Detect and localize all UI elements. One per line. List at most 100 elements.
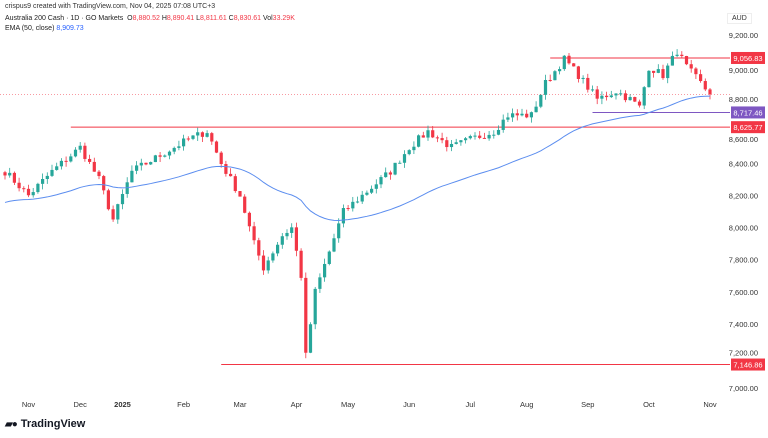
candle-body — [69, 156, 73, 162]
candle-body — [323, 263, 327, 278]
candle-body — [661, 69, 665, 79]
candle-body — [694, 68, 698, 75]
volume-label: Vol — [262, 15, 273, 22]
candle-body — [445, 140, 449, 148]
candle-body — [318, 277, 322, 289]
candle-body — [214, 141, 219, 153]
candle-body — [482, 137, 486, 139]
candle-body — [55, 166, 59, 170]
candle-body — [652, 70, 656, 73]
close-label: C — [228, 15, 234, 22]
candle-body — [680, 54, 684, 57]
logo-text: TradingView — [20, 418, 86, 430]
candle-body — [327, 251, 331, 264]
candle-body — [703, 81, 707, 90]
candle-body — [468, 136, 472, 139]
candle-body — [633, 97, 637, 102]
price-level-label: 8,717.46 — [733, 108, 762, 117]
x-tick-label: Sep — [581, 400, 594, 409]
candle-body — [609, 95, 613, 98]
x-tick-label: May — [341, 400, 355, 409]
symbol-name[interactable]: Australia 200 Cash · 1D · GO Markets — [5, 15, 124, 22]
candle-body — [501, 119, 505, 130]
candle-body — [243, 196, 247, 213]
candle-body — [144, 162, 148, 165]
candle-body — [276, 244, 280, 254]
candle-body — [449, 143, 454, 148]
candle-body — [210, 133, 214, 142]
candle-body — [261, 255, 266, 271]
candle-body — [572, 63, 576, 67]
candle-body — [120, 193, 125, 205]
candle-body — [149, 162, 153, 165]
candle-body — [111, 209, 115, 220]
candle-body — [605, 95, 609, 98]
candle-body — [50, 169, 54, 176]
x-tick-label: Aug — [520, 400, 533, 409]
candle-body — [73, 149, 78, 157]
candle-body — [135, 165, 139, 171]
candle-body — [191, 135, 195, 139]
candle-body — [642, 87, 646, 106]
candle-body — [205, 133, 209, 137]
candle-body — [26, 188, 31, 196]
candle-body — [647, 70, 651, 88]
candle-body — [163, 155, 167, 157]
candle-body — [417, 135, 421, 147]
candle-body — [393, 162, 397, 175]
candle-body — [271, 253, 275, 261]
candle-body — [506, 117, 510, 120]
high-value: 8,890.41 — [166, 15, 195, 22]
candle-body — [435, 137, 439, 139]
candle-body — [459, 140, 463, 143]
candle-body — [675, 54, 679, 56]
candle-body — [543, 79, 548, 95]
candle-body — [431, 130, 435, 138]
candle-body — [92, 161, 96, 172]
candle-body — [590, 89, 595, 91]
candle-body — [699, 74, 703, 82]
candle-body — [252, 226, 256, 241]
candle-body — [360, 194, 364, 202]
candle-body — [379, 177, 383, 185]
candle-body — [158, 155, 162, 157]
candle-body — [529, 112, 533, 118]
candle-body — [41, 179, 45, 184]
candle-body — [233, 176, 237, 192]
candle-body — [708, 89, 712, 95]
candle-body — [224, 164, 228, 174]
candle-body — [17, 182, 21, 189]
candle-body — [370, 188, 374, 193]
price-level-badge — [731, 358, 765, 371]
candle-body — [365, 192, 369, 195]
open-value: 8,880.52 — [132, 15, 160, 22]
candle-body — [478, 135, 482, 138]
candle-body — [257, 240, 261, 256]
tradingview-logo[interactable]: ▰● TradingView — [5, 418, 85, 430]
x-tick-label: Oct — [643, 400, 656, 409]
candle-body — [525, 113, 529, 118]
candle-body — [332, 238, 336, 252]
candle-body — [186, 138, 190, 140]
candle-body — [167, 151, 172, 156]
candle-body — [539, 94, 543, 107]
candle-body — [116, 204, 120, 220]
y-tick-label: 8,600.00 — [729, 135, 758, 144]
candle-body — [520, 113, 524, 116]
price-level-label: 7,146.86 — [733, 361, 762, 370]
candle-body — [619, 93, 623, 95]
ema-label[interactable]: EMA (50, close) — [5, 25, 55, 32]
candle-body — [670, 55, 674, 66]
candle-body — [219, 152, 223, 165]
candle-body — [106, 190, 110, 210]
y-tick-label: 8,200.00 — [729, 192, 758, 201]
y-tick-label: 9,000.00 — [729, 66, 758, 75]
candle-body — [421, 135, 425, 138]
low-label: L — [196, 15, 200, 22]
x-tick-label: Nov — [703, 400, 717, 409]
y-tick-label: 7,400.00 — [729, 320, 758, 329]
candle-body — [473, 135, 477, 137]
y-tick-label: 9,200.00 — [729, 31, 758, 40]
candle-body — [22, 188, 26, 190]
